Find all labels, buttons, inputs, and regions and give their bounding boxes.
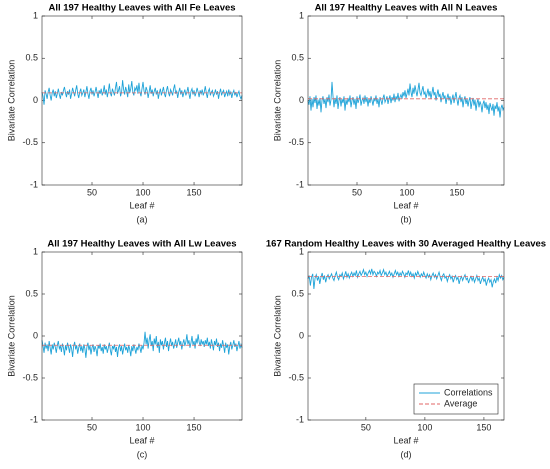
y-tick-label: -0.5 xyxy=(288,372,304,382)
y-axis-label: Bivariate Correlation xyxy=(6,295,16,377)
chart-title: All 197 Healthy Leaves with All Lw Leave… xyxy=(47,239,236,250)
x-axis-label: Leaf # xyxy=(129,200,154,210)
y-axis-label: Bivariate Correlation xyxy=(6,60,16,142)
axes-frame xyxy=(41,15,243,186)
axes-frame xyxy=(41,251,243,421)
x-tick-label: 50 xyxy=(361,422,371,432)
x-tick-label: 150 xyxy=(476,422,491,432)
x-tick-label: 50 xyxy=(87,187,97,197)
y-tick-label: -1 xyxy=(30,179,38,189)
y-tick-label: 1 xyxy=(299,246,304,256)
x-tick-label: 100 xyxy=(417,422,432,432)
x-tick-label: 100 xyxy=(399,187,414,197)
y-tick-label: -0.5 xyxy=(288,137,304,147)
y-tick-label: 1 xyxy=(299,10,304,20)
y-tick-label: 0 xyxy=(33,95,38,105)
y-tick-label: -1 xyxy=(30,414,38,424)
y-tick-label: 0 xyxy=(33,330,38,340)
axes-background xyxy=(42,16,242,185)
x-tick-label: 150 xyxy=(187,187,202,197)
y-axis-label: Bivariate Correlation xyxy=(272,60,282,142)
y-tick-label: 0 xyxy=(299,330,304,340)
x-tick-label: 50 xyxy=(352,187,362,197)
caption: (b) xyxy=(401,214,412,224)
legend-label: Correlations xyxy=(444,387,493,397)
y-tick-label: -1 xyxy=(296,414,304,424)
x-axis-label: Leaf # xyxy=(129,435,154,445)
y-tick-label: 0 xyxy=(299,95,304,105)
x-tick-label: 100 xyxy=(136,187,151,197)
axes-frame xyxy=(307,251,505,421)
caption: (d) xyxy=(401,449,412,459)
x-tick-label: 50 xyxy=(87,422,97,432)
y-axis-label: Bivariate Correlation xyxy=(272,295,282,377)
x-tick-label: 150 xyxy=(449,187,464,197)
correlation-line xyxy=(307,81,505,118)
y-tick-label: 0.5 xyxy=(25,53,38,63)
legend-box xyxy=(413,383,499,415)
x-axis-label: Leaf # xyxy=(393,435,418,445)
chart-title: 167 Random Healthy Leaves with 30 Averag… xyxy=(266,239,546,250)
y-tick-label: -0.5 xyxy=(22,137,38,147)
correlation-line xyxy=(307,268,505,290)
y-tick-label: 1 xyxy=(33,10,38,20)
x-tick-label: 150 xyxy=(187,422,202,432)
y-tick-label: 0.5 xyxy=(291,288,304,298)
caption: (c) xyxy=(137,449,148,459)
x-tick-label: 100 xyxy=(136,422,151,432)
y-tick-label: -1 xyxy=(296,179,304,189)
y-tick-label: 0.5 xyxy=(25,288,38,298)
x-axis-label: Leaf # xyxy=(393,200,418,210)
legend-label: Average xyxy=(444,398,477,408)
chart-title: All 197 Healthy Leaves with All Fe Leave… xyxy=(48,3,235,14)
y-tick-label: 0.5 xyxy=(291,53,304,63)
axes-frame xyxy=(307,15,505,186)
y-tick-label: -0.5 xyxy=(22,372,38,382)
y-tick-label: 1 xyxy=(33,246,38,256)
caption: (a) xyxy=(137,214,148,224)
chart-title: All 197 Healthy Leaves with All N Leaves xyxy=(315,3,498,14)
correlation-line xyxy=(41,80,243,105)
axes-background xyxy=(42,252,242,420)
